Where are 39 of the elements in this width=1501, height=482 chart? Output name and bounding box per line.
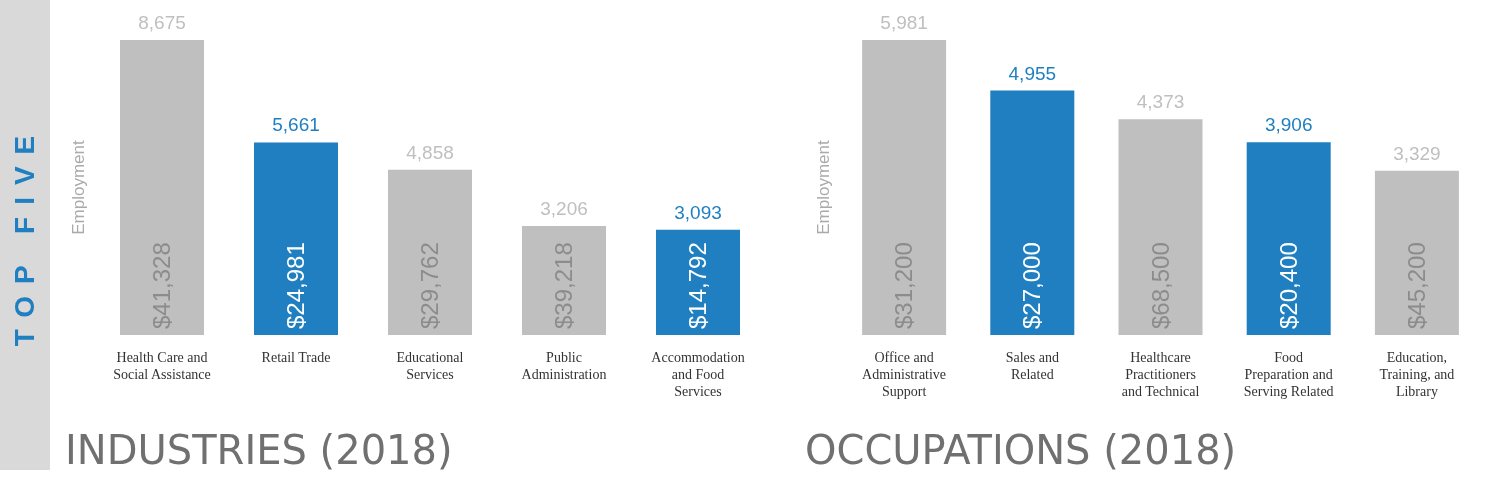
data-label: 5,981 [880, 12, 928, 33]
data-label: 3,906 [1264, 114, 1313, 136]
bar [1246, 142, 1331, 335]
bar [862, 40, 947, 335]
bar [1374, 170, 1459, 335]
text: INDUSTRIES (2018) [65, 427, 453, 473]
data-label: 3,206 [540, 197, 588, 219]
annotation: $24,981 [282, 241, 310, 329]
annotation: $20,400 [1274, 241, 1303, 329]
data-label: 4,858 [406, 141, 454, 163]
annotation: $14,792 [684, 241, 712, 329]
bar [120, 40, 204, 335]
x-tick-label: Healthcare Practitioners and Technical [1121, 350, 1200, 399]
x-tick-label: Public Administration [521, 350, 607, 382]
x-tick-label: Office and Administrative Support [862, 350, 947, 399]
data-label: 3,093 [674, 201, 722, 223]
text: OCCUPATIONS (2018) [805, 427, 1237, 473]
bar [254, 142, 338, 335]
x-tick-label: Education, Training, and Library [1379, 350, 1455, 399]
annotation: $27,000 [1018, 241, 1047, 329]
side-panel: TOP FIVE [0, 0, 50, 470]
bar [1118, 119, 1203, 335]
x-tick-label: Accommodation and Food Services [651, 350, 745, 399]
x-tick-label: Health Care and Social Assistance [113, 350, 211, 382]
data-label: 4,955 [1008, 62, 1057, 84]
x-tick-label: Educational Services [396, 350, 464, 382]
data-label: 3,329 [1393, 142, 1441, 164]
bar [990, 90, 1075, 335]
x-tick-label: Food Preparation and Serving Related [1243, 350, 1334, 399]
data-label: 8,675 [138, 12, 186, 33]
data-label: 5,661 [272, 114, 320, 136]
x-tick-label: Sales and Related [1005, 350, 1059, 382]
y-axis-title: Employment [69, 139, 88, 235]
x-tick-label: Retail Trade [261, 350, 331, 365]
bar [388, 169, 472, 335]
bar [656, 229, 740, 335]
y-axis-title: Employment [814, 139, 833, 235]
data-label: 4,373 [1136, 91, 1185, 113]
bar [522, 225, 606, 335]
